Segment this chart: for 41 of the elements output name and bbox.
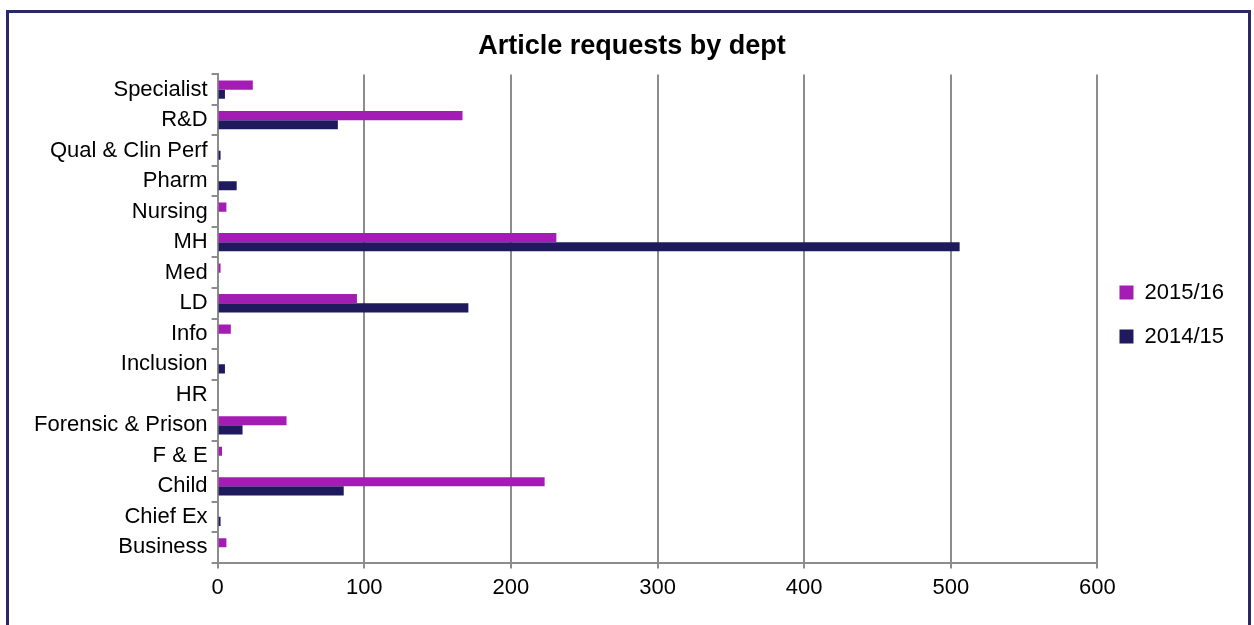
x-tick-label: 200 <box>492 573 530 599</box>
bar <box>218 294 357 304</box>
bar <box>218 242 960 252</box>
x-tick-label: 0 <box>211 573 224 599</box>
x-tick-label: 600 <box>1079 573 1116 599</box>
bar <box>218 303 469 313</box>
y-tick-label: Nursing <box>131 197 208 223</box>
bar <box>218 89 225 99</box>
bar <box>218 486 344 496</box>
chart-title: Article requests by dept <box>478 29 786 60</box>
bar <box>218 324 231 334</box>
bar <box>218 233 557 243</box>
y-tick-label: Specialist <box>113 75 208 101</box>
y-tick-label: HR <box>175 380 208 406</box>
y-tick-label: Inclusion <box>120 350 208 376</box>
bar <box>218 111 463 121</box>
bar <box>218 120 338 130</box>
x-tick-label: 100 <box>345 573 383 599</box>
y-tick-label: Qual & Clin Perf <box>49 136 209 162</box>
x-tick-label: 400 <box>785 573 823 599</box>
bar <box>218 425 243 435</box>
bar <box>218 364 225 374</box>
bar <box>218 416 287 426</box>
y-tick-label: LD <box>179 289 208 315</box>
y-tick-label: Child <box>157 472 208 498</box>
y-tick-label: F & E <box>152 441 208 467</box>
y-tick-label: Med <box>164 258 208 284</box>
y-tick-label: Forensic & Prison <box>33 411 208 437</box>
y-tick-label: MH <box>173 228 208 254</box>
y-tick-label: Business <box>118 533 208 559</box>
x-tick-label: 300 <box>639 573 676 599</box>
legend-label: 2015/16 <box>1144 278 1225 304</box>
bar <box>218 477 545 487</box>
x-tick-label: 500 <box>932 573 970 599</box>
y-tick-label: Info <box>170 319 208 345</box>
y-tick-label: Pharm <box>142 167 208 193</box>
bar <box>218 181 237 191</box>
legend-label: 2014/15 <box>1144 322 1225 348</box>
bar <box>218 80 253 90</box>
y-tick-label: Chief Ex <box>124 502 208 528</box>
y-tick-label: R&D <box>161 106 208 132</box>
